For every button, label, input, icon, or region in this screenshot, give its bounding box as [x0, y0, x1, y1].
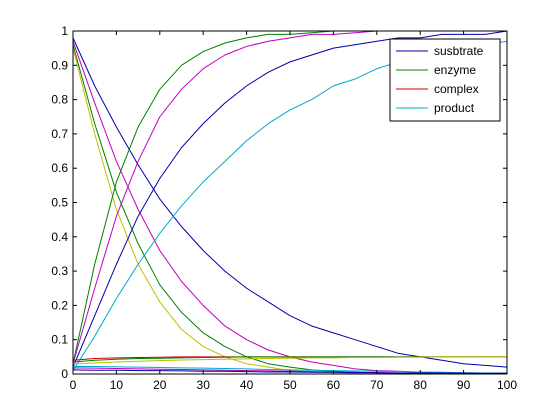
legend-label: susbtrate: [434, 44, 484, 58]
x-tick-label: 30: [197, 378, 211, 392]
legend-label: enzyme: [434, 63, 476, 77]
series-line-1: [72, 37, 508, 368]
y-tick-label: 0.4: [51, 230, 68, 244]
legend: susbtrate enzyme complex product: [389, 38, 501, 122]
series-line-12: [73, 365, 507, 374]
y-tick-label: 0.6: [51, 161, 68, 175]
x-tick-label: 90: [457, 378, 471, 392]
y-tick-label: 0.8: [51, 93, 68, 107]
x-tick-label: 70: [370, 378, 384, 392]
x-tick-label: 60: [327, 378, 341, 392]
y-tick-label: 0.2: [51, 298, 68, 312]
legend-label: complex: [434, 82, 479, 96]
y-tick-label: 1: [61, 24, 68, 38]
x-tick-label: 20: [153, 378, 167, 392]
y-tick-label: 0.1: [51, 333, 68, 347]
tick-layer: 0 10 20 30 40 50 60 70 80 90 100 0 0.1 0.2 0.3 0.4 0.5 0.…: [51, 24, 517, 392]
y-tick-label: 0.7: [51, 127, 68, 141]
series-layer: [72, 30, 508, 375]
y-tick-label: 0.5: [51, 196, 68, 210]
x-tick-label: 10: [110, 378, 124, 392]
x-tick-label: 0: [70, 378, 77, 392]
x-tick-label: 100: [497, 378, 517, 392]
series-line-11: [72, 356, 507, 365]
y-tick-label: 0: [61, 367, 68, 381]
y-tick-label: 0.9: [51, 58, 68, 72]
x-tick-label: 40: [240, 378, 254, 392]
y-tick-label: 0.3: [51, 264, 68, 278]
x-tick-label: 50: [283, 378, 297, 392]
x-tick-label: 80: [414, 378, 428, 392]
legend-box: [389, 38, 501, 122]
legend-label: product: [434, 101, 475, 115]
series-line-5: [72, 30, 508, 368]
